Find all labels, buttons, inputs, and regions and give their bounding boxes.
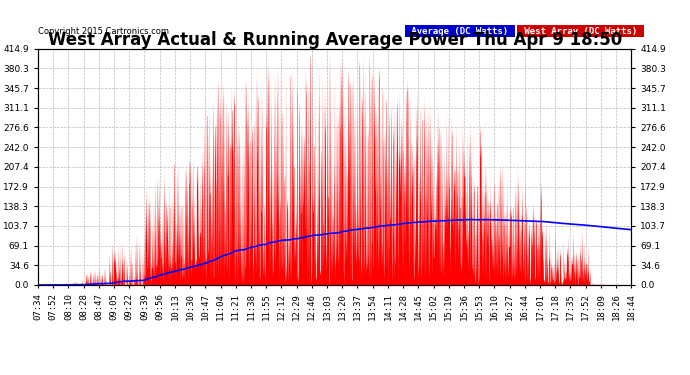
Text: Average (DC Watts): Average (DC Watts) [406,27,513,36]
Title: West Array Actual & Running Average Power Thu Apr 9 18:50: West Array Actual & Running Average Powe… [48,31,622,49]
Text: Copyright 2015 Cartronics.com: Copyright 2015 Cartronics.com [38,27,169,36]
Text: West Array (DC Watts): West Array (DC Watts) [519,27,642,36]
